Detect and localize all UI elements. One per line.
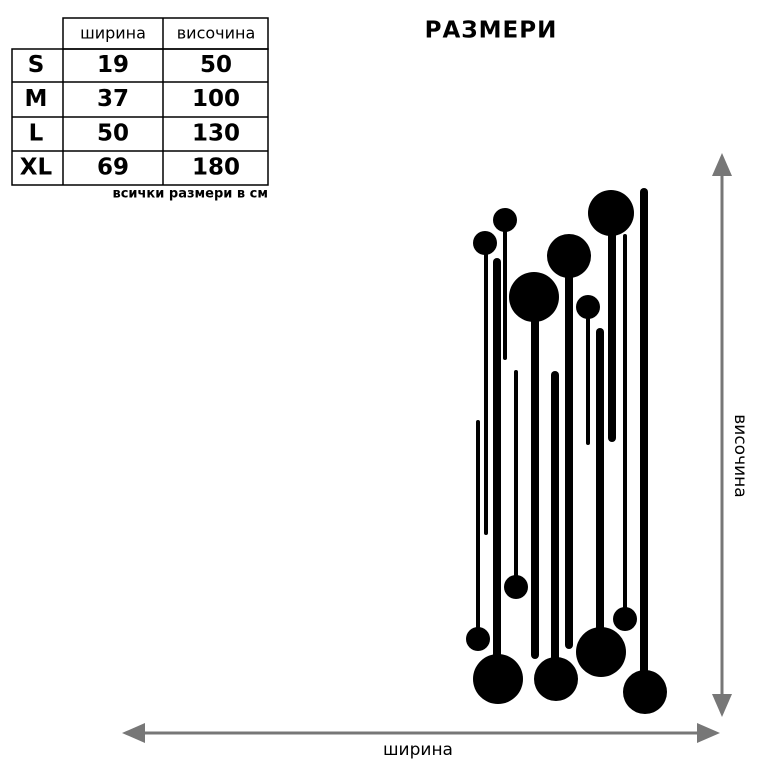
arrow-head: [122, 723, 145, 743]
size-label: XL: [20, 155, 53, 181]
dot: [576, 627, 626, 677]
table-cell: 180: [192, 155, 240, 181]
dot: [509, 272, 559, 322]
width-label: ширина: [383, 740, 453, 760]
title: РАЗМЕРИ: [425, 18, 558, 44]
size-label: S: [28, 52, 45, 78]
size-label: M: [25, 86, 48, 112]
dot: [466, 627, 490, 651]
table-rows: S 19 50 M 37 100 L 50 130 XL 69 180: [20, 52, 240, 181]
table-note: всички размери в см: [112, 187, 268, 202]
dot: [613, 607, 637, 631]
table-header: ширина: [80, 24, 146, 43]
dot: [493, 208, 517, 232]
table-header: височина: [177, 24, 256, 43]
decal-illustration: [466, 188, 667, 714]
size-label: L: [29, 121, 44, 147]
table-cell: 37: [97, 86, 129, 112]
dot: [534, 657, 578, 701]
table-cell: 19: [97, 52, 129, 78]
dot: [576, 295, 600, 319]
table-cell: 50: [200, 52, 232, 78]
arrow-head: [697, 723, 720, 743]
dot: [473, 654, 523, 704]
dot: [547, 234, 591, 278]
dot: [473, 231, 497, 255]
arrow-head: [712, 694, 732, 717]
dot: [504, 575, 528, 599]
height-label: височина: [730, 414, 750, 497]
dimension-arrows: [122, 153, 732, 743]
table-cell: 130: [192, 121, 240, 147]
table-cell: 100: [192, 86, 240, 112]
size-table: [11, 17, 269, 186]
table-cell: 50: [97, 121, 129, 147]
arrow-head: [712, 153, 732, 176]
dot: [588, 190, 634, 236]
table-cell: 69: [97, 155, 129, 181]
dot: [623, 670, 667, 714]
